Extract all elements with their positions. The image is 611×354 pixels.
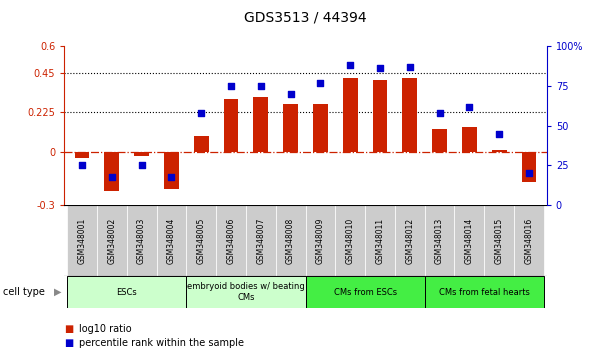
Text: GSM348005: GSM348005 [197,217,206,264]
Bar [492,150,507,152]
Point [375,65,385,71]
Bar [186,276,306,308]
Text: GSM348011: GSM348011 [376,218,384,264]
Bar [335,205,365,276]
Text: GSM348003: GSM348003 [137,217,146,264]
Text: GSM348001: GSM348001 [78,218,87,264]
Bar [276,205,306,276]
Bar [216,205,246,276]
Text: GSM348004: GSM348004 [167,217,176,264]
Text: GSM348015: GSM348015 [495,218,503,264]
Text: embryoid bodies w/ beating
CMs: embryoid bodies w/ beating CMs [187,282,305,302]
Bar [67,205,97,276]
Bar [186,205,216,276]
Bar [402,78,417,152]
Bar [75,152,89,158]
Point [167,174,177,179]
Bar [455,205,485,276]
Bar [164,152,179,189]
Bar [425,276,544,308]
Text: GSM348016: GSM348016 [524,218,533,264]
Bar [67,276,186,308]
Point [494,131,504,136]
Point [434,110,444,116]
Bar [485,205,514,276]
Text: GSM348008: GSM348008 [286,218,295,264]
Bar [246,205,276,276]
Point [345,62,355,68]
Text: ESCs: ESCs [116,287,137,297]
Bar [156,205,186,276]
Bar [194,136,209,152]
Text: GSM348013: GSM348013 [435,218,444,264]
Bar [97,205,126,276]
Text: GSM348012: GSM348012 [405,218,414,264]
Bar [462,127,477,152]
Point [524,171,534,176]
Point [107,174,117,179]
Point [464,104,474,109]
Point [137,163,147,169]
Point [226,83,236,88]
Bar [306,276,425,308]
Point [405,64,415,69]
Text: GSM348010: GSM348010 [346,218,355,264]
Text: cell type: cell type [3,287,45,297]
Bar [313,104,328,152]
Bar [134,152,149,156]
Text: percentile rank within the sample: percentile rank within the sample [79,338,244,348]
Bar [104,152,119,191]
Bar [365,205,395,276]
Bar [254,97,268,152]
Text: GSM348006: GSM348006 [227,217,235,264]
Text: GSM348009: GSM348009 [316,217,325,264]
Bar [126,205,156,276]
Text: GDS3513 / 44394: GDS3513 / 44394 [244,11,367,25]
Text: ▶: ▶ [54,287,61,297]
Bar [522,152,536,182]
Bar [395,205,425,276]
Bar [514,205,544,276]
Text: log10 ratio: log10 ratio [79,324,132,334]
Bar [283,104,298,152]
Bar [343,78,357,152]
Point [196,110,206,116]
Text: ■: ■ [64,338,73,348]
Text: ■: ■ [64,324,73,334]
Text: CMs from fetal hearts: CMs from fetal hearts [439,287,530,297]
Point [286,91,296,97]
Text: GSM348007: GSM348007 [256,217,265,264]
Bar [306,205,335,276]
Bar [373,80,387,152]
Text: CMs from ESCs: CMs from ESCs [334,287,397,297]
Text: GSM348014: GSM348014 [465,218,474,264]
Bar [432,129,447,152]
Text: GSM348002: GSM348002 [108,218,116,264]
Bar [425,205,455,276]
Bar [224,99,238,152]
Point [315,80,325,85]
Point [256,83,266,88]
Point [77,163,87,169]
